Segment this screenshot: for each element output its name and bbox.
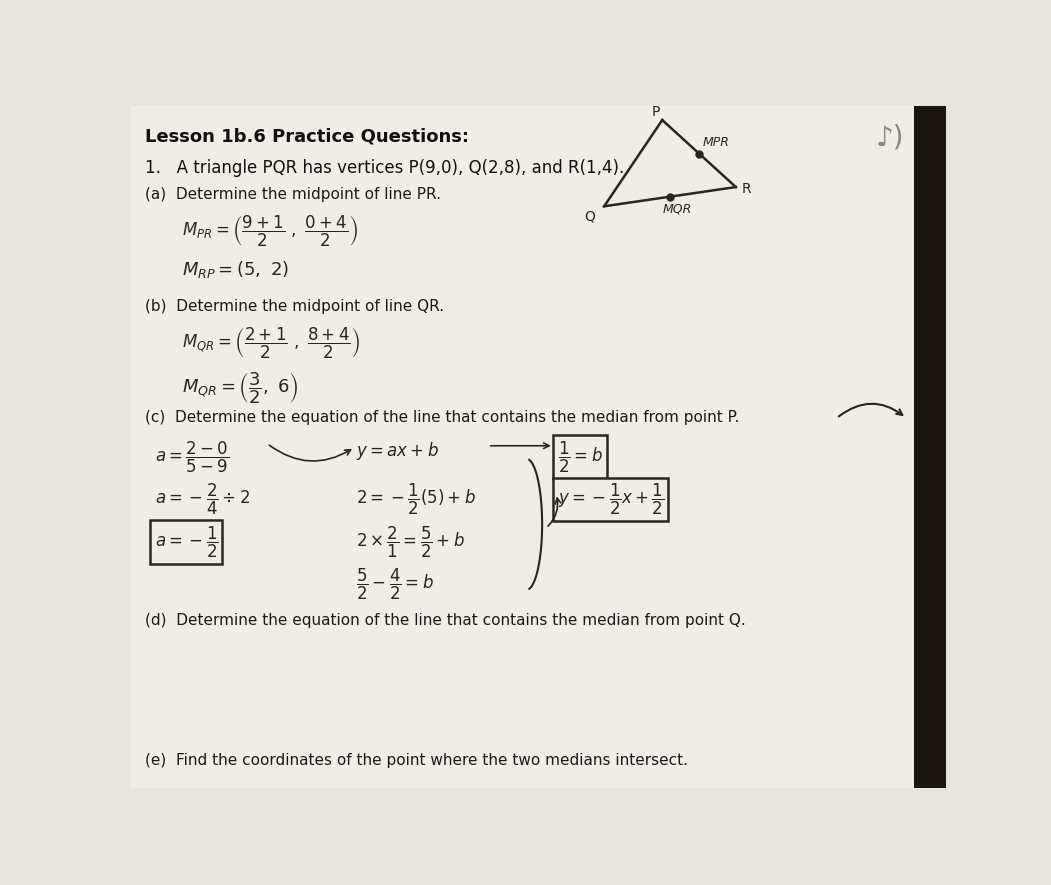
Text: $a = -\dfrac{1}{2}$: $a = -\dfrac{1}{2}$ — [154, 524, 219, 559]
Text: P: P — [652, 104, 660, 119]
Text: $\dfrac{1}{2} = b$: $\dfrac{1}{2} = b$ — [558, 440, 602, 475]
Text: 1.   A triangle PQR has vertices P(9,0), Q(2,8), and R(1,4).: 1. A triangle PQR has vertices P(9,0), Q… — [145, 158, 624, 177]
Text: $y = ax + b$: $y = ax + b$ — [356, 440, 439, 462]
Text: $a = -\dfrac{2}{4} \div 2$: $a = -\dfrac{2}{4} \div 2$ — [154, 482, 250, 517]
Text: MPR: MPR — [703, 136, 729, 149]
Text: (c)  Determine the equation of the line that contains the median from point P.: (c) Determine the equation of the line t… — [145, 411, 740, 426]
Text: ♪): ♪) — [875, 123, 904, 151]
Text: $y = -\dfrac{1}{2}x + \dfrac{1}{2}$: $y = -\dfrac{1}{2}x + \dfrac{1}{2}$ — [558, 482, 664, 517]
Text: $\dfrac{5}{2} - \dfrac{4}{2} = b$: $\dfrac{5}{2} - \dfrac{4}{2} = b$ — [356, 566, 434, 602]
Text: $M_{QR} = \left(\dfrac{3}{2},\ 6\right)$: $M_{QR} = \left(\dfrac{3}{2},\ 6\right)$ — [182, 370, 298, 406]
Text: $2 \times \dfrac{2}{1} = \dfrac{5}{2} + b$: $2 \times \dfrac{2}{1} = \dfrac{5}{2} + … — [356, 524, 465, 559]
Text: $a = \dfrac{2-0}{5-9}$: $a = \dfrac{2-0}{5-9}$ — [154, 440, 229, 475]
Text: Lesson 1b.6 Practice Questions:: Lesson 1b.6 Practice Questions: — [145, 127, 470, 146]
Text: Q: Q — [584, 210, 595, 223]
Text: $M_{RP} = \left(5,\ 2\right)$: $M_{RP} = \left(5,\ 2\right)$ — [182, 258, 289, 280]
Text: (a)  Determine the midpoint of line PR.: (a) Determine the midpoint of line PR. — [145, 187, 441, 202]
Text: $M_{PR} = \left(\dfrac{9+1}{2}\ ,\ \dfrac{0+4}{2}\right)$: $M_{PR} = \left(\dfrac{9+1}{2}\ ,\ \dfra… — [182, 214, 358, 250]
Text: $M_{QR} = \left(\dfrac{2+1}{2}\ ,\ \dfrac{8+4}{2}\right)$: $M_{QR} = \left(\dfrac{2+1}{2}\ ,\ \dfra… — [182, 326, 360, 361]
Bar — [914, 106, 946, 788]
Text: MQR: MQR — [662, 203, 692, 216]
Text: (e)  Find the coordinates of the point where the two medians intersect.: (e) Find the coordinates of the point wh… — [145, 753, 688, 768]
Text: (b)  Determine the midpoint of line QR.: (b) Determine the midpoint of line QR. — [145, 299, 445, 313]
Text: R: R — [742, 181, 751, 196]
Text: $2 = -\dfrac{1}{2}(5) + b$: $2 = -\dfrac{1}{2}(5) + b$ — [356, 482, 476, 517]
Text: (d)  Determine the equation of the line that contains the median from point Q.: (d) Determine the equation of the line t… — [145, 612, 746, 627]
